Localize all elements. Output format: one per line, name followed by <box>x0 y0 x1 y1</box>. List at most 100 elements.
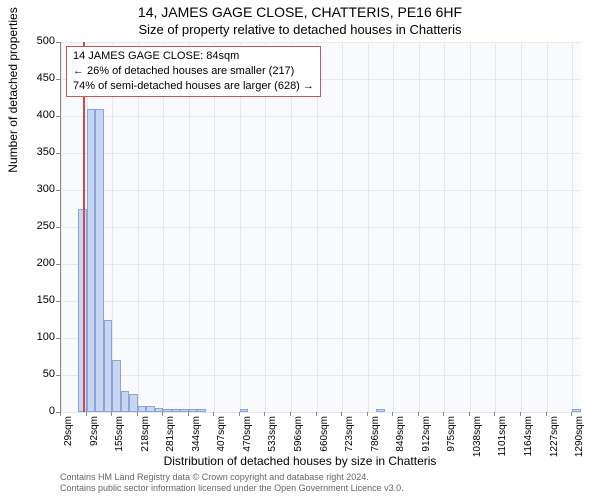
tick-mark <box>56 338 60 339</box>
gridline-v <box>572 42 573 412</box>
histogram-bar <box>95 109 104 412</box>
info-box-line3: 74% of semi-detached houses are larger (… <box>73 79 314 94</box>
x-tick-label: 786sqm <box>370 416 381 466</box>
gridline-v <box>265 42 266 412</box>
gridline-h <box>61 412 581 413</box>
gridline-v <box>138 42 139 412</box>
x-tick-label: 975sqm <box>446 416 457 466</box>
marker-line <box>83 42 85 412</box>
x-tick-label: 344sqm <box>191 416 202 466</box>
footer-line2: Contains public sector information licen… <box>60 483 404 494</box>
histogram-bar <box>121 391 130 412</box>
tick-mark <box>520 412 521 416</box>
chart-title-sub: Size of property relative to detached ho… <box>0 22 600 37</box>
tick-mark <box>56 301 60 302</box>
x-tick-label: 533sqm <box>267 416 278 466</box>
chart-container: 14, JAMES GAGE CLOSE, CHATTERIS, PE16 6H… <box>0 0 600 500</box>
x-tick-label: 92sqm <box>89 416 100 466</box>
tick-mark <box>60 412 61 416</box>
gridline-h <box>61 375 581 376</box>
x-tick-label: 281sqm <box>165 416 176 466</box>
histogram-bar <box>376 409 385 412</box>
histogram-bar <box>104 320 113 413</box>
gridline-v <box>342 42 343 412</box>
gridline-v <box>112 42 113 412</box>
gridline-h <box>61 301 581 302</box>
tick-mark <box>56 79 60 80</box>
tick-mark <box>341 412 342 416</box>
tick-mark <box>546 412 547 416</box>
histogram-bar <box>240 409 249 412</box>
y-tick-label: 150 <box>15 294 55 306</box>
x-tick-label: 218sqm <box>140 416 151 466</box>
tick-mark <box>162 412 163 416</box>
gridline-v <box>547 42 548 412</box>
gridline-v <box>521 42 522 412</box>
gridline-h <box>61 153 581 154</box>
footer: Contains HM Land Registry data © Crown c… <box>60 472 404 494</box>
y-tick-label: 500 <box>15 35 55 47</box>
tick-mark <box>56 227 60 228</box>
x-tick-label: 849sqm <box>395 416 406 466</box>
gridline-h <box>61 116 581 117</box>
tick-mark <box>571 412 572 416</box>
gridline-v <box>368 42 369 412</box>
gridline-v <box>317 42 318 412</box>
tick-mark <box>56 42 60 43</box>
histogram-bar <box>129 394 138 412</box>
x-tick-label: 1101sqm <box>497 416 508 466</box>
histogram-bar <box>163 409 172 412</box>
y-tick-label: 0 <box>15 405 55 417</box>
histogram-bar <box>146 406 155 412</box>
tick-mark <box>56 264 60 265</box>
x-tick-label: 660sqm <box>319 416 330 466</box>
y-tick-label: 400 <box>15 109 55 121</box>
y-tick-label: 300 <box>15 183 55 195</box>
histogram-bar <box>172 409 181 412</box>
y-tick-label: 350 <box>15 146 55 158</box>
tick-mark <box>264 412 265 416</box>
tick-mark <box>188 412 189 416</box>
tick-mark <box>418 412 419 416</box>
x-tick-label: 29sqm <box>63 416 74 466</box>
tick-mark <box>56 116 60 117</box>
gridline-v <box>444 42 445 412</box>
tick-mark <box>443 412 444 416</box>
gridline-v <box>291 42 292 412</box>
x-tick-label: 723sqm <box>344 416 355 466</box>
x-tick-label: 596sqm <box>293 416 304 466</box>
tick-mark <box>367 412 368 416</box>
info-box: 14 JAMES GAGE CLOSE: 84sqm ← 26% of deta… <box>66 46 321 97</box>
gridline-v <box>214 42 215 412</box>
footer-line1: Contains HM Land Registry data © Crown c… <box>60 472 404 483</box>
plot-area <box>60 42 581 413</box>
x-tick-label: 155sqm <box>114 416 125 466</box>
x-tick-label: 1227sqm <box>549 416 560 466</box>
tick-mark <box>137 412 138 416</box>
histogram-bar <box>138 406 147 412</box>
tick-mark <box>316 412 317 416</box>
gridline-h <box>61 338 581 339</box>
gridline-v <box>240 42 241 412</box>
histogram-bar <box>572 409 581 412</box>
gridline-v <box>189 42 190 412</box>
histogram-bar <box>87 109 96 412</box>
y-tick-label: 100 <box>15 331 55 343</box>
tick-mark <box>239 412 240 416</box>
gridline-v <box>495 42 496 412</box>
x-tick-label: 1164sqm <box>523 416 534 466</box>
tick-mark <box>111 412 112 416</box>
tick-mark <box>494 412 495 416</box>
histogram-bar <box>112 360 121 412</box>
x-tick-label: 407sqm <box>216 416 227 466</box>
histogram-bar <box>189 409 198 412</box>
tick-mark <box>86 412 87 416</box>
tick-mark <box>56 375 60 376</box>
tick-mark <box>469 412 470 416</box>
gridline-v <box>163 42 164 412</box>
chart-title-main: 14, JAMES GAGE CLOSE, CHATTERIS, PE16 6H… <box>0 4 600 20</box>
info-box-line1: 14 JAMES GAGE CLOSE: 84sqm <box>73 49 314 64</box>
y-tick-label: 450 <box>15 72 55 84</box>
gridline-h <box>61 42 581 43</box>
gridline-h <box>61 227 581 228</box>
